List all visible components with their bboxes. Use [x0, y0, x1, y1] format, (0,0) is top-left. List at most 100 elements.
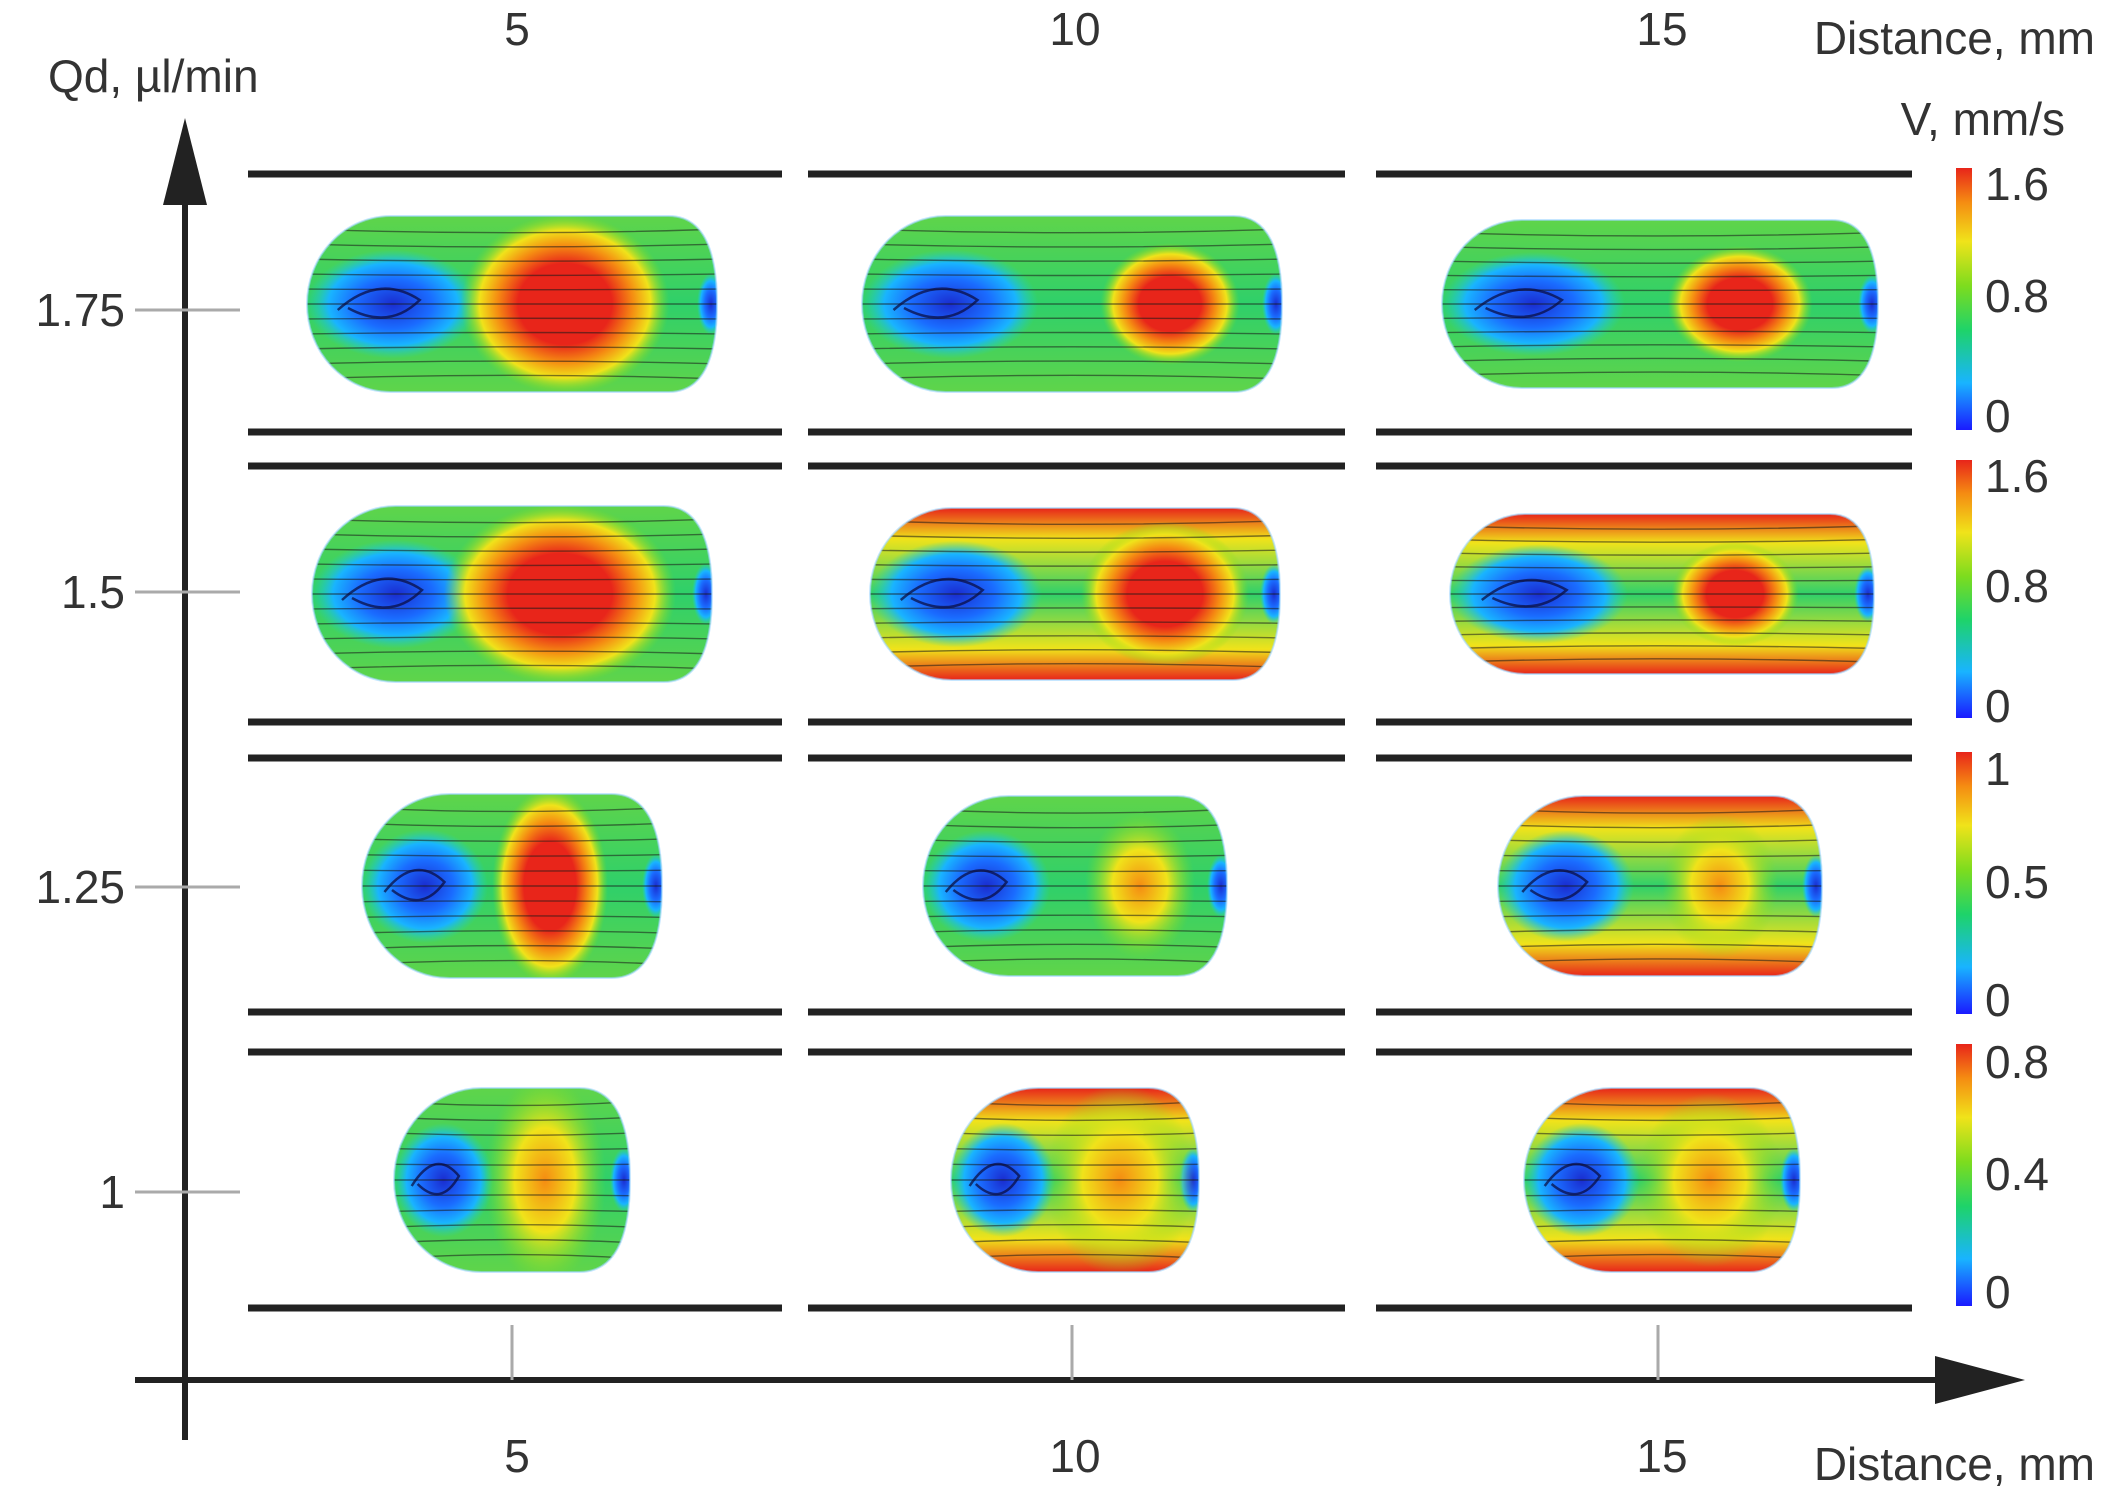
- streamline: [923, 839, 1227, 843]
- droplet: [922, 795, 1229, 977]
- vortex-curl: [1521, 869, 1589, 902]
- droplet: [393, 1087, 632, 1273]
- x-tick-label-top: 15: [1636, 3, 1687, 55]
- colorbar-title: V, mm/s: [1901, 93, 2065, 145]
- streamline: [312, 578, 712, 581]
- x-ticks-top: 5 10 15: [504, 3, 1687, 55]
- streamline: [394, 1209, 630, 1212]
- streamline: [1442, 344, 1878, 348]
- streamline: [394, 1163, 630, 1166]
- droplet-outline: [361, 793, 664, 979]
- streamline: [307, 374, 717, 380]
- streamline: [1442, 274, 1878, 278]
- streamline: [1450, 645, 1874, 650]
- streamline: [1450, 658, 1874, 663]
- streamline: [950, 1116, 1199, 1122]
- droplet: [311, 505, 714, 683]
- streamline: [870, 607, 1280, 610]
- streamline: [362, 944, 662, 950]
- y-ticks: 1.75 1.5 1.25 1: [35, 284, 240, 1218]
- streamline: [307, 258, 717, 262]
- streamline: [870, 635, 1280, 639]
- streamline: [950, 1132, 1199, 1136]
- streamline: [1524, 1163, 1800, 1166]
- colorbar-tick: 1.6: [1985, 450, 2049, 502]
- streamline: [923, 943, 1227, 948]
- x-axis-title-top: Distance, mm: [1814, 12, 2095, 64]
- colorbar-tick: 0.5: [1985, 856, 2049, 908]
- streamline: [312, 621, 712, 625]
- streamline: [950, 1194, 1199, 1197]
- streamline: [307, 346, 717, 350]
- streamline: [1450, 525, 1874, 530]
- streamline: [923, 914, 1227, 918]
- streamline: [923, 854, 1227, 858]
- streamline: [1498, 808, 1822, 814]
- colorbar-tick: 0: [1985, 680, 2011, 732]
- streamline: [307, 360, 717, 365]
- streamline: [1524, 1194, 1800, 1197]
- droplet-outline: [1441, 219, 1880, 389]
- streamline: [307, 288, 717, 291]
- streamline: [362, 930, 662, 934]
- streamline: [312, 563, 712, 567]
- droplet: [869, 507, 1282, 681]
- y-tick-label: 1.75: [35, 284, 125, 336]
- streamline: [362, 854, 662, 857]
- colorbar-bar: [1956, 752, 1972, 1014]
- droplet-outline: [1449, 513, 1876, 675]
- streamline: [923, 899, 1227, 902]
- streamline: [870, 564, 1280, 567]
- streamline: [394, 1116, 630, 1122]
- vortex-curl: [944, 869, 1009, 902]
- droplet-outline: [861, 215, 1284, 393]
- x-tick-label: 10: [1049, 1430, 1100, 1482]
- streamline: [950, 1209, 1199, 1212]
- x-tick-label-top: 5: [504, 3, 530, 55]
- droplet-outline: [922, 795, 1229, 977]
- vortex-curl: [899, 577, 985, 609]
- x-ticks-bottom: 5 10 15: [504, 1325, 1688, 1482]
- streamline: [312, 518, 712, 524]
- droplet-outline: [393, 1087, 632, 1273]
- streamline: [307, 317, 717, 320]
- vortex-curl: [410, 1162, 461, 1196]
- colorbar-bar: [1956, 168, 1972, 430]
- streamline: [1498, 854, 1822, 858]
- colorbar-tick: 0: [1985, 974, 2011, 1026]
- y-tick-label: 1.5: [61, 566, 125, 618]
- vortex-curl: [341, 577, 424, 609]
- droplet-outline: [1523, 1087, 1802, 1273]
- colorbar-tick: 0.4: [1985, 1148, 2049, 1200]
- streamline: [394, 1148, 630, 1151]
- streamline: [312, 664, 712, 670]
- streamline: [1442, 371, 1878, 377]
- droplet: [1449, 513, 1876, 675]
- droplet: [1523, 1087, 1802, 1273]
- streamline: [307, 331, 717, 335]
- streamline: [1524, 1238, 1800, 1244]
- streamline: [307, 273, 717, 277]
- streamline: [1442, 260, 1878, 264]
- droplet: [861, 215, 1284, 393]
- streamline: [950, 1163, 1199, 1166]
- droplet-outline: [306, 215, 719, 393]
- streamline: [1498, 958, 1822, 964]
- streamline: [923, 929, 1227, 933]
- vortex-curl: [892, 287, 980, 319]
- x-tick-label: 5: [504, 1430, 530, 1482]
- streamline: [1442, 357, 1878, 362]
- streamline: [1498, 839, 1822, 843]
- streamline: [1498, 929, 1822, 933]
- droplet-outline: [311, 505, 714, 683]
- streamline: [362, 915, 662, 918]
- droplet: [1441, 219, 1880, 389]
- streamline: [1450, 606, 1874, 609]
- colorbar-bar: [1956, 1044, 1972, 1306]
- droplet: [361, 793, 664, 979]
- vortex-curl: [968, 1162, 1021, 1196]
- streamline: [923, 870, 1227, 873]
- colorbar-tick: 0.8: [1985, 560, 2049, 612]
- x-axis-arrow: [1935, 1356, 2025, 1404]
